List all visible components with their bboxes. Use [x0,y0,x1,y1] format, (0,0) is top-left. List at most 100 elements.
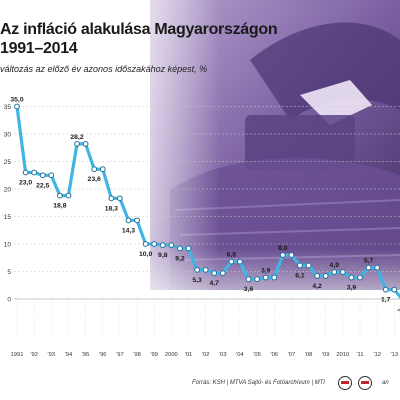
x-tick-label: '94 [65,352,73,358]
data-point-marker [288,252,295,258]
data-point-marker [374,264,381,271]
x-tick-label: '04 [236,352,244,358]
y-tick-label: 35 [4,104,12,111]
data-point-marker [125,217,132,224]
data-label: 5,3 [192,277,202,284]
chart-title: Az infláció alakulása Magyarországon [0,21,278,38]
data-point-marker [228,258,235,265]
data-label: 4,2 [312,283,322,290]
data-label: 3,9 [347,285,357,292]
data-point-marker [237,258,243,265]
data-point-marker [262,274,269,281]
data-point-marker [322,273,329,279]
data-point-marker [271,274,278,281]
y-tick-label: 5 [7,269,11,276]
y-tick-label: 20 [4,187,12,194]
data-point-marker [331,269,338,275]
x-tick-label: 2010 [336,352,349,358]
x-tick-label: '92 [30,352,38,358]
mtva-logo [338,376,352,390]
x-tick-label: 2000 [165,352,178,358]
data-label: 22,5 [36,182,49,189]
data-point-marker [142,241,149,247]
chart-subtitle: változás az előző év azonos időszakához … [0,64,208,74]
data-point-marker [91,166,98,173]
data-label: 35,0 [10,97,23,104]
x-tick-label: '01 [185,352,193,358]
data-point-marker [159,242,166,249]
x-tick-label: '02 [202,352,210,358]
data-point-marker [117,195,123,202]
chart-title-years: 1991–2014 [0,40,78,57]
x-tick-label: '98 [133,352,141,358]
x-tick-label: '08 [305,352,313,358]
x-tick-label: '97 [116,352,124,358]
x-tick-label: '12 [373,352,381,358]
data-point-marker [134,217,140,224]
data-label: 23,0 [19,180,32,187]
data-label: 3,6 [244,286,254,293]
data-point-marker [14,103,20,110]
data-point-marker [279,252,286,258]
data-labels: 35,0 23,0 22,5 18,8 28,2 23,6 18,3 14,3 10,0 9,8 9… [10,97,400,315]
x-tick-label: '07 [288,352,296,358]
x-tick-label: '95 [82,352,90,358]
x-tick-label: 1991 [11,352,24,358]
data-point-marker [177,245,183,252]
data-point-marker [194,266,200,273]
data-point-marker [348,274,355,281]
data-point-marker [297,262,303,269]
mti-logo [358,376,372,390]
x-tick-label: '06 [270,352,278,358]
data-label: 1,7 [381,297,391,304]
x-tick-label: '96 [99,352,107,358]
data-label: 5,7 [364,258,374,265]
data-label: 9,2 [175,255,185,262]
data-point-marker [391,286,398,293]
data-point-marker [305,262,312,269]
y-tick-label: 0 [7,297,11,304]
data-label: 14,3 [122,227,135,234]
data-label: 8,0 [278,245,288,252]
data-point-marker [151,241,158,247]
y-tick-label: 30 [4,132,12,139]
data-label: 4,9 [330,262,340,269]
data-label: 6,8 [227,252,237,259]
x-axis-ticks: 1991 '92 '93 '94 '95 '96 '97 '98 '99 2000 '01 '02 '0… [11,352,399,358]
data-point-marker [211,270,218,277]
y-tick-label: 25 [4,159,12,166]
data-label: 6,1 [295,272,305,279]
data-point-marker [339,269,346,275]
data-point-marker [22,169,29,176]
data-label: 10,0 [139,251,152,258]
y-axis-ticks: 0 5 10 15 20 25 30 35 [4,104,12,304]
data-label: 23,6 [88,176,101,183]
x-tick-label: '13 [391,352,399,358]
data-label: 18,3 [105,205,118,212]
data-point-marker [48,172,55,179]
data-point-marker [314,273,321,279]
data-point-marker [74,141,80,147]
source-credit: Forrás: KSH | MTVA Sajtó- és Fotóarchívu… [192,380,325,386]
data-point-marker [39,172,46,179]
x-tick-label: '99 [150,352,158,358]
x-tick-label: '05 [253,352,261,358]
data-label: 9,8 [158,252,168,259]
x-tick-label: '03 [219,352,227,358]
data-point-marker [31,169,38,176]
data-point-marker [219,270,226,277]
x-tick-label: '11 [356,352,363,358]
data-label: 4,7 [209,280,219,287]
data-label: -0,2 [397,307,400,314]
y-tick-label: 15 [4,214,12,221]
grid [14,106,400,336]
data-point-marker [108,195,115,202]
data-point-marker [245,276,252,283]
x-tick-label: '93 [48,352,56,358]
data-point-marker [99,166,106,173]
data-point-marker [382,286,389,293]
